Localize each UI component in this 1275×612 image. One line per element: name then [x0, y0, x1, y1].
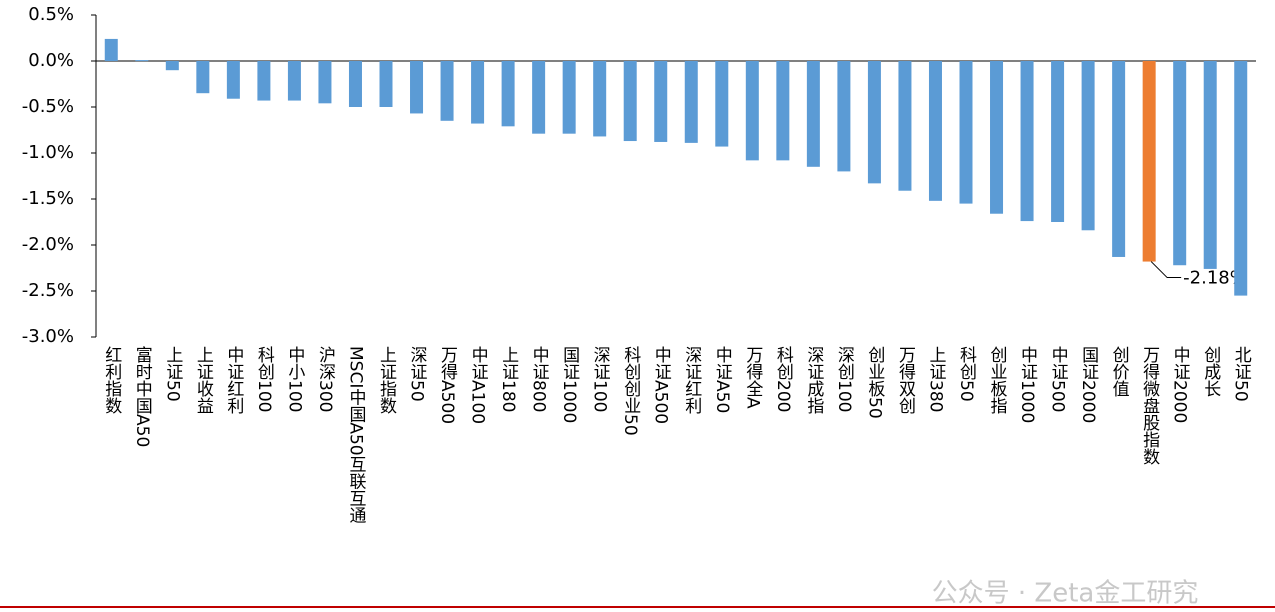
x-tick-label: 红利指数 [101, 346, 122, 414]
bar [1234, 61, 1248, 296]
bar [410, 61, 424, 114]
bar [959, 61, 973, 204]
y-tick-label: 0.0% [28, 50, 74, 71]
bar [1173, 61, 1187, 266]
bar [440, 61, 454, 121]
x-tick-label: 富时中国A50 [132, 346, 152, 447]
x-tick-label: 万得双创 [895, 346, 916, 415]
bar [165, 61, 179, 71]
x-tick-label: 上证380 [925, 346, 946, 412]
bar [928, 61, 942, 201]
x-tick-label: 上证收益 [193, 346, 214, 414]
x-tick-label: 万得A500 [437, 346, 458, 424]
x-tick-label: 国证1000 [559, 346, 580, 423]
bar [1081, 61, 1095, 231]
x-tick-label: 创业板指 [987, 346, 1008, 415]
label-leader [1150, 261, 1182, 279]
y-tick-label: -2.5% [22, 280, 74, 301]
x-tick-label: 上证50 [162, 346, 183, 402]
y-tick-label: -1.0% [22, 142, 74, 163]
x-tick-label: 万得全A [742, 346, 763, 409]
x-tick-label: 中证800 [529, 346, 550, 412]
bar [806, 61, 820, 167]
y-tick-label: -2.0% [22, 234, 74, 255]
x-tick-label: 沪深300 [315, 346, 336, 412]
bar [684, 61, 698, 143]
y-tick-label: 0.5% [28, 4, 74, 25]
bar [990, 61, 1004, 214]
x-tick-label: 中证红利 [223, 346, 244, 414]
bar [776, 61, 790, 161]
bar [135, 60, 149, 62]
bar [1020, 61, 1034, 222]
x-tick-label: 中小100 [284, 346, 305, 412]
bar [226, 61, 240, 99]
x-tick-label: 科创50 [956, 346, 977, 402]
bar [1203, 61, 1217, 269]
bar [1051, 61, 1065, 222]
x-tick-label: 创价值 [1109, 346, 1130, 397]
x-tick-label: 科创100 [254, 346, 275, 412]
bar [562, 61, 576, 134]
bar [837, 61, 851, 172]
x-tick-label: 科创创业50 [620, 346, 641, 436]
x-tick-label: 上证180 [498, 346, 518, 412]
x-tick-label: 中证500 [1048, 346, 1069, 412]
x-tick-label: 深证红利 [681, 346, 702, 414]
x-tick-label: 科创200 [773, 346, 794, 412]
watermark: 公众号 · Zeta金工研究 [932, 579, 1199, 609]
x-tick-label: 创成长 [1200, 346, 1221, 397]
bar [471, 61, 485, 124]
bar [257, 61, 271, 101]
bar [348, 61, 362, 107]
x-tick-label: 中证1000 [1017, 346, 1038, 423]
bar [501, 61, 515, 127]
y-tick-label: -1.5% [22, 188, 74, 209]
x-tick-label: 深证成指 [803, 346, 824, 415]
bar [867, 61, 881, 184]
bar [196, 61, 210, 94]
bar [898, 61, 912, 191]
x-tick-label: 深证50 [407, 346, 428, 402]
x-tick-label: 中证A50 [712, 346, 733, 413]
bar [654, 61, 668, 142]
bar [593, 61, 607, 137]
value-label: -2.18% [1183, 268, 1247, 289]
y-tick-label: -3.0% [22, 326, 74, 347]
x-tick-label: MSCI中国A50互联互通 [345, 346, 366, 524]
bar [104, 38, 118, 61]
bar [715, 61, 729, 147]
bar [287, 61, 301, 101]
x-tick-label: 国证2000 [1078, 346, 1099, 423]
y-tick-label: -0.5% [22, 96, 74, 117]
x-tick-label: 北证50 [1231, 346, 1252, 402]
x-tick-label: 深证100 [590, 346, 611, 412]
x-tick-label: 创业板50 [864, 346, 885, 419]
x-tick-label: 上证指数 [376, 346, 397, 414]
bar [532, 61, 546, 134]
x-tick-label: 中证A500 [651, 346, 672, 424]
x-tick-label: 中证2000 [1170, 346, 1191, 423]
x-tick-label: 中证A100 [468, 346, 489, 424]
bar [318, 61, 332, 104]
bar [379, 61, 393, 107]
x-tick-label: 深创100 [834, 346, 855, 412]
bar [623, 61, 637, 142]
bar [1112, 61, 1126, 257]
bar [1142, 61, 1156, 262]
x-tick-label: 万得微盘股指数 [1139, 346, 1160, 465]
bar [745, 61, 759, 161]
